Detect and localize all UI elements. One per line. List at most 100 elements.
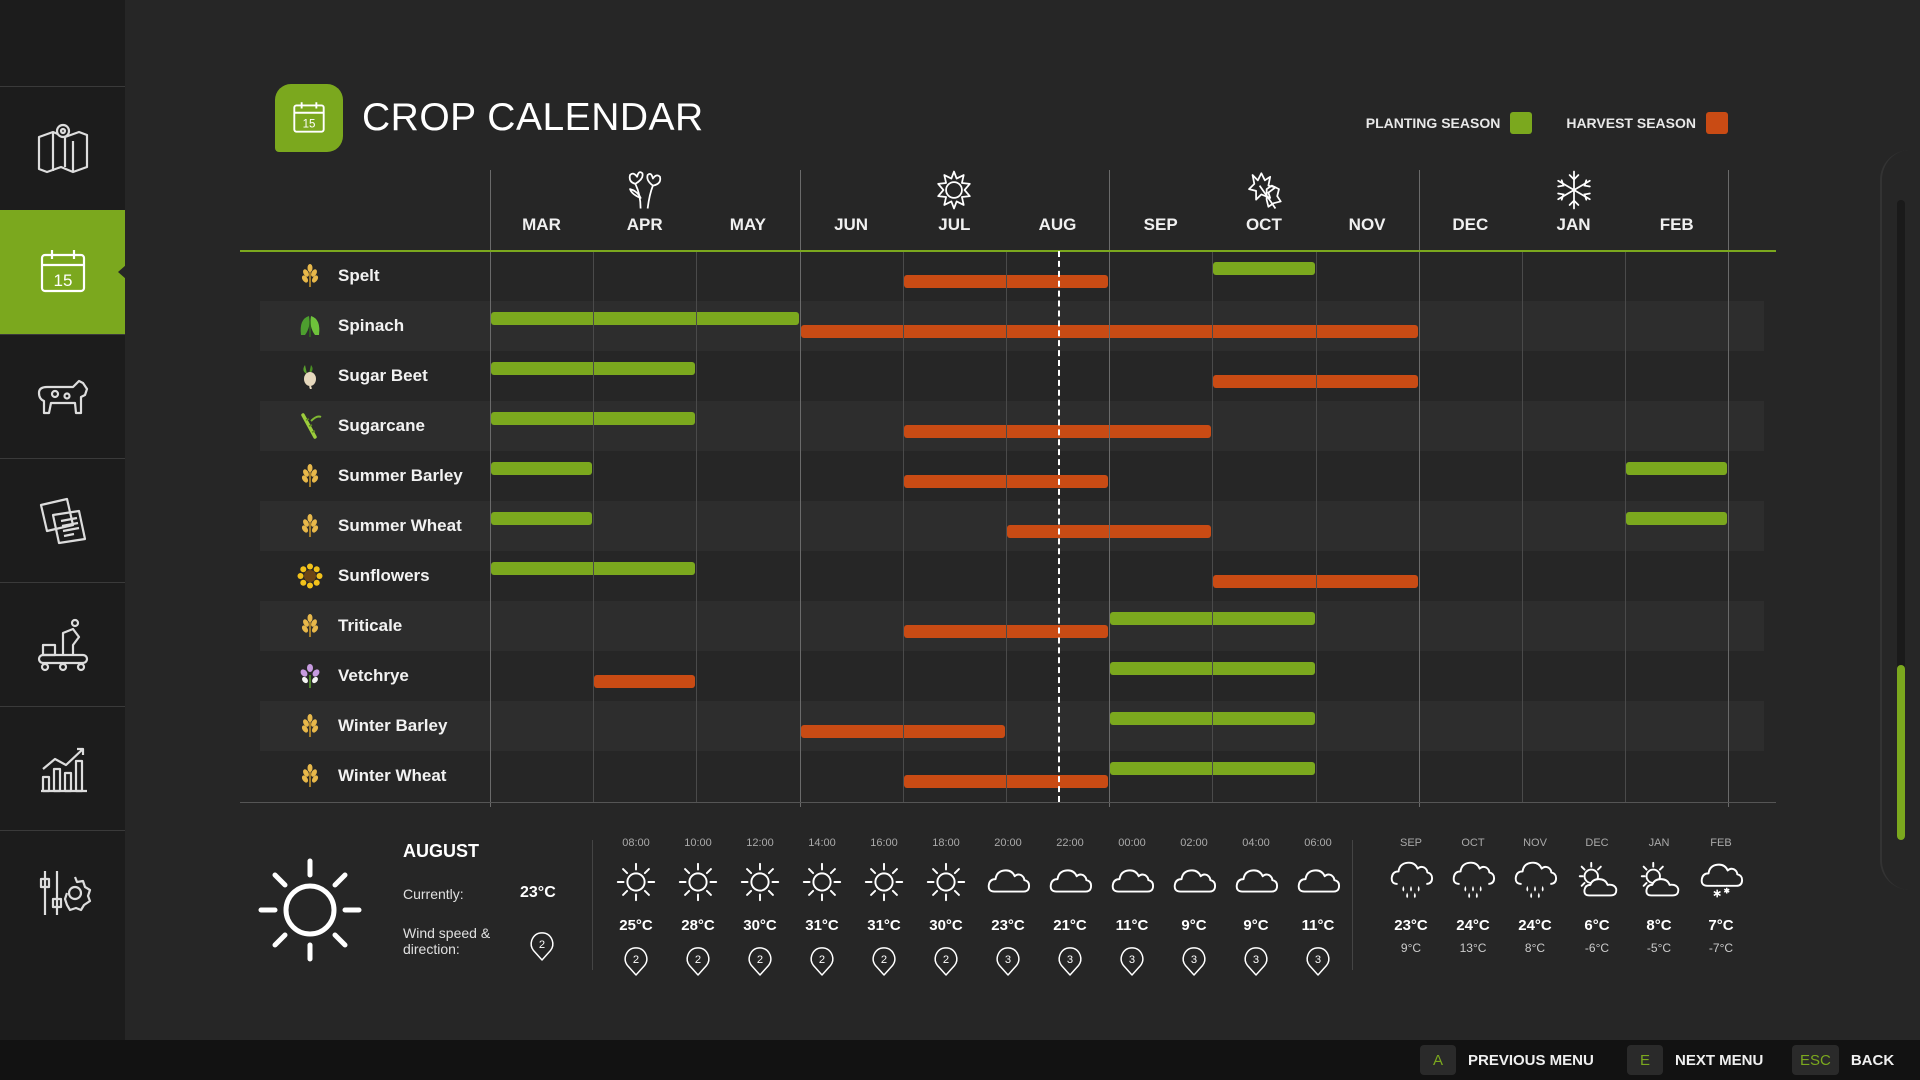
forecast-temp: 30°C (929, 917, 963, 934)
forecast-time: 02:00 (1180, 837, 1208, 849)
sidebar-item-calendar[interactable]: 15 (0, 210, 126, 334)
svg-text:15: 15 (303, 118, 316, 130)
harvest-bar (903, 775, 1109, 788)
sidebar-item-statistics[interactable] (0, 706, 125, 830)
sun-icon (729, 855, 791, 909)
cloud-icon (1039, 855, 1101, 909)
weather-divider (592, 840, 593, 970)
grain-icon (297, 463, 323, 489)
crop-row[interactable]: Vetchrye (260, 651, 1764, 701)
crop-name: Winter Wheat (338, 766, 447, 785)
wind-direction-icon: 2 (605, 945, 667, 977)
crop-name: Summer Barley (338, 466, 463, 485)
month-divider (902, 251, 904, 802)
sidebar-item-animals[interactable] (0, 334, 125, 458)
crop-row[interactable]: Sugar Beet (260, 351, 1764, 401)
month-label-jul: JUL (938, 215, 971, 234)
scrollbar-track[interactable] (1897, 200, 1905, 840)
svg-text:2: 2 (881, 954, 887, 966)
next-menu-button[interactable]: E NEXT MENU (1627, 1044, 1763, 1076)
wind-direction-icon: 3 (1039, 945, 1101, 977)
planting-bar (1626, 462, 1728, 475)
production-icon (37, 618, 88, 671)
forecast-time: 04:00 (1242, 837, 1270, 849)
hourly-forecast-item: 10:00 28°C 2 (667, 835, 729, 977)
wind-direction-icon: 3 (1225, 945, 1287, 977)
month-divider (696, 251, 698, 802)
hourly-forecast-item: 14:00 31°C 2 (791, 835, 853, 977)
month-label-dec: DEC (1452, 215, 1489, 234)
back-button[interactable]: ESC BACK (1792, 1044, 1894, 1076)
month-divider (799, 170, 801, 807)
crop-name: Sugarcane (338, 416, 425, 435)
month-divider (1522, 251, 1523, 802)
hourly-forecast-item: 20:00 23°C 3 (977, 835, 1039, 977)
wind-direction-icon: 2 (915, 945, 977, 977)
previous-menu-button[interactable]: A PREVIOUS MENU (1420, 1044, 1594, 1076)
forecast-time: 08:00 (622, 837, 650, 849)
planting-bar (491, 312, 799, 325)
forecast-temp: 31°C (805, 917, 839, 934)
legend-planting-label: PLANTING SEASON (1365, 115, 1501, 131)
crop-row[interactable]: Spelt (260, 251, 1764, 301)
sidebar-item-documents[interactable] (0, 458, 125, 582)
forecast-high: 7°C (1708, 917, 1734, 934)
partly-cloudy-icon (1628, 855, 1690, 909)
wind-direction-icon: 2 (853, 945, 915, 977)
month-divider (1006, 251, 1007, 802)
harvest-bar (1213, 375, 1418, 388)
settings-icon (39, 870, 91, 915)
svg-text:3: 3 (1067, 954, 1073, 966)
wind-direction-icon: 3 (977, 945, 1039, 977)
current-date-marker (1057, 251, 1060, 802)
sidebar-item-map[interactable] (0, 86, 125, 210)
crop-name: Spinach (338, 316, 405, 335)
month-divider (1315, 251, 1317, 802)
scrollbar-thumb[interactable] (1897, 665, 1905, 840)
forecast-high: 23°C (1394, 917, 1428, 934)
forecast-low: 8°C (1524, 941, 1546, 955)
spinach-icon (297, 313, 323, 339)
forecast-high: 8°C (1646, 917, 1672, 934)
cloud-icon (1163, 855, 1225, 909)
svg-text:3: 3 (1315, 954, 1321, 966)
crop-name: Summer Wheat (338, 516, 462, 535)
monthly-forecast-item: FEB 7°C -7°C (1690, 835, 1752, 955)
monthly-forecast-item: OCT 24°C 13°C (1442, 835, 1504, 955)
monthly-forecast-item: JAN 8°C -5°C (1628, 835, 1690, 955)
forecast-temp: 9°C (1181, 917, 1207, 934)
planting-bar (1213, 262, 1315, 275)
forecast-temp: 9°C (1243, 917, 1269, 934)
sun-icon (791, 855, 853, 909)
month-divider (1109, 170, 1111, 807)
footer-bar: A PREVIOUS MENU E NEXT MENU ESC BACK (0, 1040, 1920, 1080)
hourly-forecast-item: 08:00 25°C 2 (605, 835, 667, 977)
svg-text:2: 2 (539, 939, 545, 951)
svg-text:2: 2 (633, 954, 639, 966)
forecast-temp: 11°C (1115, 917, 1149, 934)
crop-row[interactable]: Summer Barley (260, 451, 1764, 501)
crop-row[interactable]: Winter Wheat (260, 751, 1764, 801)
crop-row[interactable]: Sunflowers (260, 551, 1764, 601)
svg-text:3: 3 (1253, 954, 1259, 966)
forecast-temp: 23°C (991, 917, 1025, 934)
crop-name: Sunflowers (338, 566, 430, 585)
calendar-icon: 15 (40, 250, 85, 293)
month-divider (1625, 251, 1627, 802)
sun-icon (667, 855, 729, 909)
autumn-leaf-icon (1234, 165, 1294, 215)
sidebar-item-production[interactable] (0, 582, 125, 706)
cloud-icon (1287, 855, 1349, 909)
month-label-jun: JUN (834, 215, 869, 234)
crop-row[interactable]: Winter Barley (260, 701, 1764, 751)
weather-divider (1352, 840, 1353, 970)
svg-text:15: 15 (53, 271, 72, 290)
wind-direction-icon: 3 (1287, 945, 1349, 977)
forecast-high: 24°C (1456, 917, 1490, 934)
month-divider (490, 170, 491, 807)
harvest-bar (1213, 575, 1418, 588)
grain-icon (297, 713, 323, 739)
forecast-time: 00:00 (1118, 837, 1146, 849)
sidebar-item-settings[interactable] (0, 830, 125, 954)
harvest-bar (903, 475, 1109, 488)
